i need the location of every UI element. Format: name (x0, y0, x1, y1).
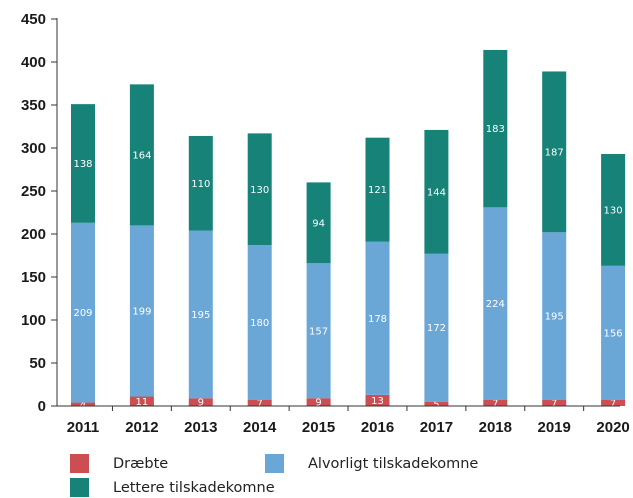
data-label-lettere: 94 (312, 218, 325, 229)
data-label-draebte: 7 (610, 398, 616, 409)
data-label-alvorligt: 224 (486, 299, 505, 310)
data-label-lettere: 138 (73, 159, 92, 170)
bar-segment-draebte (306, 398, 331, 406)
data-label-lettere: 130 (250, 185, 269, 196)
bar-segment-lettere (601, 154, 626, 266)
bar-segment-lettere (71, 104, 95, 223)
y-tick-label: 150 (21, 269, 46, 286)
legend-item-alvorligt: Alvorligt tilskadekomne (265, 454, 478, 473)
data-label-alvorligt: 209 (73, 308, 92, 319)
bar-segment-draebte (601, 399, 626, 406)
y-axis: 0 50 100 150 200 250 300 350 400 450 (21, 11, 58, 415)
data-label-alvorligt: 157 (309, 326, 328, 337)
legend-label-alvorligt: Alvorligt tilskadekomne (308, 455, 479, 472)
data-label-draebte: 11 (136, 397, 149, 408)
data-label-draebte: 9 (315, 398, 321, 409)
bar-segment-alvorligt (71, 222, 95, 403)
data-label-draebte: 4 (80, 400, 86, 411)
data-label-draebte: 13 (371, 396, 384, 407)
data-label-draebte: 9 (198, 398, 204, 409)
bar-segment-alvorligt (188, 230, 213, 399)
x-tick-label: 2011 (67, 419, 100, 436)
bar-segment-lettere (365, 137, 390, 242)
y-tick-label: 50 (29, 355, 46, 372)
data-label-draebte: 5 (433, 399, 439, 410)
data-label-alvorligt: 195 (191, 310, 210, 321)
bar-segment-alvorligt (601, 265, 626, 400)
data-label-lettere: 130 (604, 205, 623, 216)
bar-segment-alvorligt (306, 263, 331, 399)
bar-segment-alvorligt (365, 241, 390, 395)
bar-segment-lettere (306, 182, 331, 264)
data-label-lettere: 183 (486, 124, 505, 135)
x-axis: 2011 2012 2013 2014 2015 2016 2017 2018 2019 2020 (57, 405, 630, 436)
bar-segment-draebte (129, 396, 154, 406)
x-tick-label: 2020 (596, 419, 629, 436)
bar-segment-draebte (365, 394, 390, 406)
bar-segment-lettere (542, 71, 567, 233)
y-tick-label: 350 (21, 97, 46, 114)
x-tick-label: 2012 (125, 419, 158, 436)
legend-swatch-draebte (70, 454, 89, 473)
data-label-lettere: 144 (427, 187, 446, 198)
legend-swatch-lettere (70, 478, 89, 497)
legend-label-draebte: Dræbte (113, 455, 169, 472)
data-label-draebte: 7 (551, 398, 557, 409)
bar-segment-alvorligt (129, 225, 154, 397)
x-tick-label: 2014 (243, 419, 277, 436)
bar-segment-lettere (247, 133, 272, 246)
y-tick-label: 450 (21, 11, 46, 28)
bar-segment-lettere (483, 49, 508, 208)
y-tick-label: 100 (21, 312, 46, 329)
bar-segment-draebte (483, 399, 508, 406)
x-tick-label: 2016 (361, 419, 394, 436)
data-label-alvorligt: 180 (250, 318, 269, 329)
stacked-bar-chart: 0 50 100 150 200 250 300 350 400 450 4 209 138 11 199… (21, 11, 630, 436)
bar-segment-alvorligt (424, 253, 449, 402)
data-label-alvorligt: 172 (427, 323, 446, 334)
bar-segment-draebte (247, 399, 272, 406)
legend: Dræbte Alvorligt tilskadekomne Lettere t… (70, 452, 610, 497)
y-tick-label: 250 (21, 183, 46, 200)
x-tick-label: 2015 (302, 419, 335, 436)
data-label-draebte: 7 (257, 398, 263, 409)
bar-segment-alvorligt (483, 207, 508, 400)
y-tick-label: 0 (38, 398, 46, 415)
bar-segment-lettere (188, 135, 213, 231)
data-label-lettere: 187 (545, 147, 564, 158)
y-tick-label: 300 (21, 140, 46, 157)
data-label-lettere: 110 (191, 179, 210, 190)
data-label-lettere: 164 (132, 150, 151, 161)
bar-segment-lettere (424, 129, 449, 254)
x-tick-label: 2013 (184, 419, 217, 436)
data-label-lettere: 121 (368, 185, 387, 196)
y-tick-label: 200 (21, 226, 46, 243)
x-tick-label: 2018 (479, 419, 512, 436)
bar-segment-draebte (188, 398, 213, 406)
bar-segment-alvorligt (247, 245, 272, 400)
legend-item-draebte: Dræbte (70, 454, 168, 473)
bars: 4 209 138 11 199 164 9 195 110 7 180 130 9 157 94 13 178… (71, 49, 626, 411)
legend-swatch-alvorligt (265, 454, 284, 473)
data-label-alvorligt: 178 (368, 314, 387, 325)
data-label-alvorligt: 195 (545, 312, 564, 323)
legend-item-lettere: Lettere tilskadekomne (70, 478, 275, 497)
bar-segment-alvorligt (542, 232, 567, 400)
data-label-draebte: 7 (492, 398, 498, 409)
legend-label-lettere: Lettere tilskadekomne (113, 479, 275, 496)
bar-segment-lettere (129, 84, 154, 226)
x-tick-label: 2019 (538, 419, 571, 436)
bar-segment-draebte (542, 399, 567, 406)
bar-segment-draebte (71, 402, 95, 406)
x-tick-label: 2017 (420, 419, 453, 436)
data-label-alvorligt: 199 (132, 306, 151, 317)
data-label-alvorligt: 156 (604, 328, 623, 339)
y-tick-label: 400 (21, 54, 46, 71)
bar-segment-draebte (424, 401, 449, 406)
